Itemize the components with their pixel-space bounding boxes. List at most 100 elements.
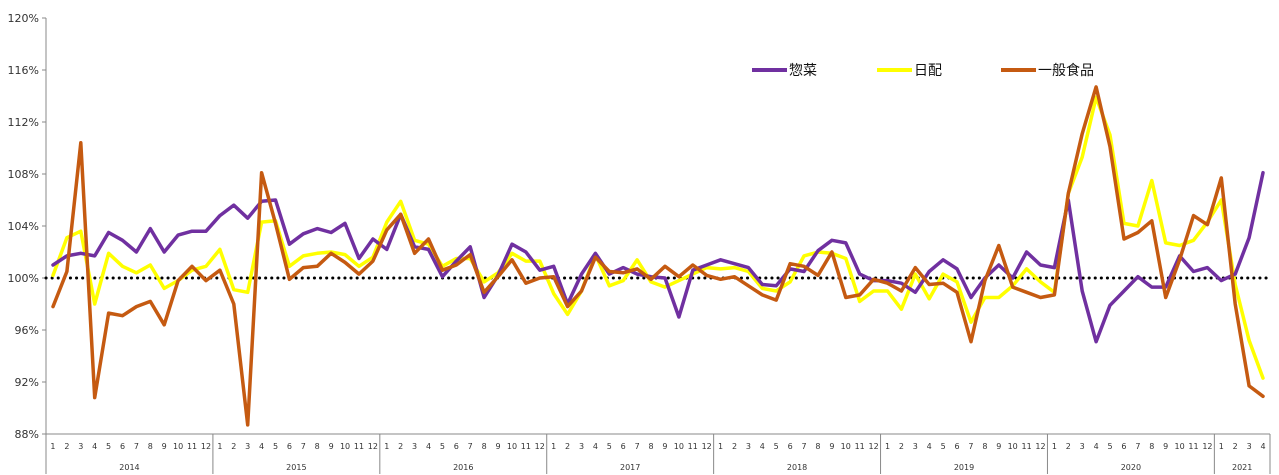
x-tick-label-month: 11 xyxy=(855,442,865,451)
series-line-2 xyxy=(51,85,1265,427)
x-tick-label-month: 12 xyxy=(1035,442,1045,451)
x-tick-label-month: 2 xyxy=(1066,442,1071,451)
x-tick-label-month: 2 xyxy=(565,442,570,451)
x-tick-label-month: 7 xyxy=(301,442,306,451)
x-tick-label-month: 12 xyxy=(368,442,378,451)
y-tick-label: 120% xyxy=(8,12,39,25)
x-tick-label-month: 1 xyxy=(384,442,389,451)
x-tick-label-month: 3 xyxy=(579,442,584,451)
x-tick-label-year: 2016 xyxy=(453,463,473,472)
x-tick-label-month: 9 xyxy=(1163,442,1168,451)
x-tick-label-month: 8 xyxy=(315,442,320,451)
x-tick-label-month: 1 xyxy=(217,442,222,451)
y-tick-label: 96% xyxy=(15,324,39,337)
x-tick-label-month: 4 xyxy=(1094,442,1099,451)
x-tick-label-month: 6 xyxy=(454,442,459,451)
x-tick-label-month: 5 xyxy=(607,442,612,451)
x-tick-label-month: 7 xyxy=(1135,442,1140,451)
x-tick-label-month: 2 xyxy=(1233,442,1238,451)
legend-item-nippai: 日配 xyxy=(877,63,942,79)
x-tick-label-month: 10 xyxy=(507,442,517,451)
x-tick-label-month: 8 xyxy=(648,442,653,451)
x-tick-label-month: 6 xyxy=(1121,442,1126,451)
x-tick-label-year: 2015 xyxy=(286,463,306,472)
x-tick-label-month: 2 xyxy=(64,442,69,451)
x-tick-label-month: 5 xyxy=(273,442,278,451)
x-tick-label-month: 5 xyxy=(774,442,779,451)
x-tick-label-month: 3 xyxy=(913,442,918,451)
x-tick-label-month: 3 xyxy=(245,442,250,451)
x-tick-label-month: 5 xyxy=(1107,442,1112,451)
x-tick-label-month: 4 xyxy=(593,442,598,451)
x-tick-label-month: 5 xyxy=(106,442,111,451)
y-tick-label: 104% xyxy=(8,220,39,233)
x-tick-label-month: 3 xyxy=(1080,442,1085,451)
x-tick-label-month: 11 xyxy=(688,442,698,451)
y-tick-label: 100% xyxy=(8,272,39,285)
y-tick-label: 88% xyxy=(15,428,39,441)
x-tick-label-year: 2018 xyxy=(787,463,807,472)
legend: 惣菜 日配 一般食品 xyxy=(752,62,1094,79)
y-tick-label: 112% xyxy=(8,116,39,129)
x-tick-label-month: 11 xyxy=(521,442,531,451)
x-tick-label-month: 6 xyxy=(621,442,626,451)
x-tick-label-month: 3 xyxy=(78,442,83,451)
x-tick-label-month: 1 xyxy=(551,442,556,451)
y-axis-tick-labels: 88% 92% 96% 100% 104% 108% 112% 116% 120% xyxy=(8,12,39,441)
x-tick-label-month: 7 xyxy=(134,442,139,451)
x-tick-label-month: 10 xyxy=(173,442,183,451)
legend-item-ippan-shokuhin: 一般食品 xyxy=(1001,62,1094,79)
x-tick-label-month: 11 xyxy=(354,442,364,451)
x-tick-label-month: 9 xyxy=(329,442,334,451)
x-tick-label-month: 9 xyxy=(495,442,500,451)
x-tick-label-month: 9 xyxy=(996,442,1001,451)
x-tick-label-month: 12 xyxy=(201,442,211,451)
x-tick-label-month: 12 xyxy=(1202,442,1212,451)
x-tick-label-month: 10 xyxy=(841,442,851,451)
x-tick-label-month: 6 xyxy=(287,442,292,451)
x-tick-label-month: 9 xyxy=(829,442,834,451)
y-tick-label: 92% xyxy=(15,376,39,389)
x-tick-label-month: 7 xyxy=(468,442,473,451)
x-tick-label-month: 1 xyxy=(885,442,890,451)
x-tick-label-month: 2 xyxy=(899,442,904,451)
x-tick-label-month: 4 xyxy=(760,442,765,451)
x-tick-label-year: 2017 xyxy=(620,463,640,472)
x-tick-label-month: 9 xyxy=(162,442,167,451)
x-tick-label-month: 1 xyxy=(1052,442,1057,451)
x-tick-label-month: 8 xyxy=(1149,442,1154,451)
x-tick-label-year: 2020 xyxy=(1121,463,1141,472)
x-tick-label-month: 4 xyxy=(259,442,264,451)
x-tick-label-month: 7 xyxy=(801,442,806,451)
x-tick-label-month: 12 xyxy=(702,442,712,451)
legend-item-souzai: 惣菜 xyxy=(752,63,817,79)
x-tick-label-month: 6 xyxy=(120,442,125,451)
x-tick-label-year: 2021 xyxy=(1232,463,1252,472)
legend-label-nippai: 日配 xyxy=(914,63,942,79)
x-tick-label-year: 2014 xyxy=(119,463,139,472)
x-tick-label-month: 1 xyxy=(718,442,723,451)
x-tick-label-month: 7 xyxy=(968,442,973,451)
series-lines xyxy=(51,85,1265,427)
x-tick-label-month: 2 xyxy=(732,442,737,451)
x-tick-label-month: 4 xyxy=(927,442,932,451)
x-tick-label-month: 5 xyxy=(941,442,946,451)
x-tick-label-month: 12 xyxy=(535,442,545,451)
x-tick-label-month: 8 xyxy=(148,442,153,451)
x-tick-label-month: 4 xyxy=(1260,442,1265,451)
x-tick-label-month: 11 xyxy=(1021,442,1031,451)
x-tick-label-month: 3 xyxy=(1247,442,1252,451)
x-tick-label-month: 9 xyxy=(662,442,667,451)
x-tick-label-month: 10 xyxy=(340,442,350,451)
x-tick-label-month: 6 xyxy=(954,442,959,451)
x-tick-label-month: 2 xyxy=(231,442,236,451)
x-tick-label-month: 3 xyxy=(746,442,751,451)
x-tick-label-month: 8 xyxy=(815,442,820,451)
x-tick-label-month: 1 xyxy=(50,442,55,451)
x-tick-label-year: 2019 xyxy=(954,463,974,472)
x-tick-label-month: 2 xyxy=(398,442,403,451)
x-tick-label-month: 4 xyxy=(426,442,431,451)
x-tick-label-month: 11 xyxy=(1188,442,1198,451)
x-tick-label-month: 10 xyxy=(1174,442,1184,451)
